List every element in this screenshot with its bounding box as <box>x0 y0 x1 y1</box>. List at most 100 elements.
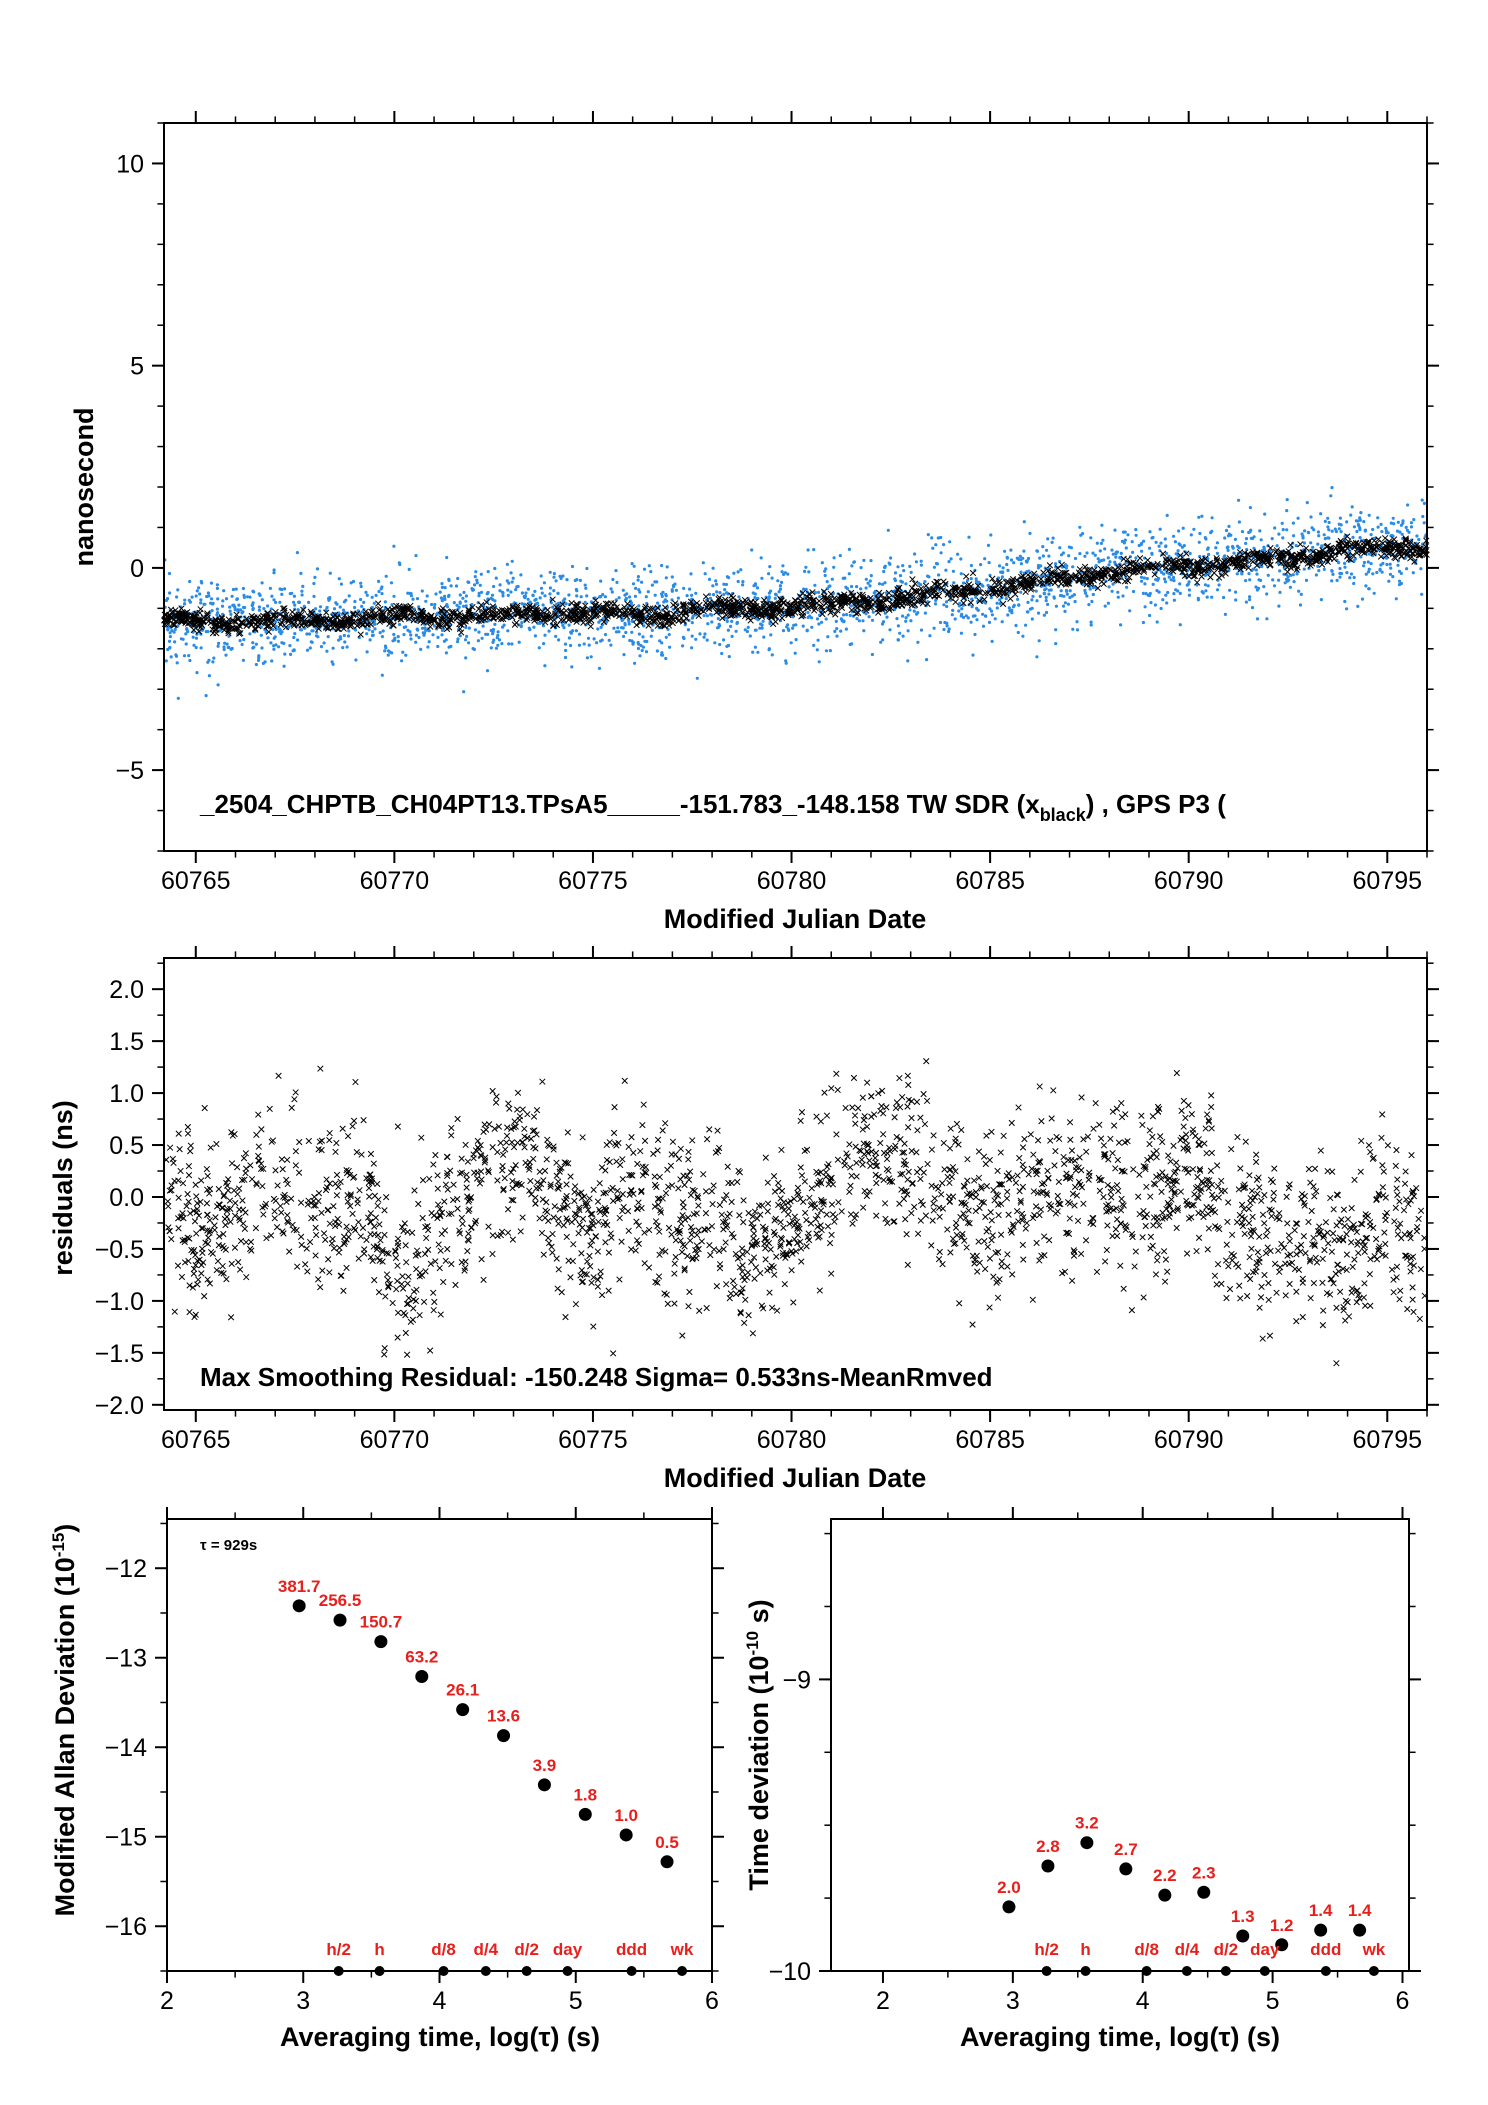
data-point <box>685 594 689 598</box>
data-point <box>1164 551 1169 556</box>
data-point <box>552 575 556 579</box>
data-point <box>1330 529 1334 533</box>
data-point <box>564 602 568 606</box>
data-point <box>292 635 296 640</box>
data-point <box>1392 522 1396 526</box>
data-point <box>1207 552 1211 557</box>
data-point <box>901 614 905 618</box>
data-point <box>587 643 591 647</box>
data-point <box>681 607 689 614</box>
data-point <box>1380 1168 1387 1175</box>
data-point <box>1214 546 1218 550</box>
data-point <box>424 599 428 603</box>
data-point <box>419 1177 427 1184</box>
data-point <box>1327 520 1331 525</box>
data-point <box>1244 537 1249 541</box>
data-point <box>308 646 312 650</box>
data-point <box>381 629 385 633</box>
data-point <box>969 569 977 577</box>
data-point <box>1066 1215 1073 1222</box>
data-point <box>734 629 738 633</box>
data-point <box>682 609 689 616</box>
data-point <box>332 607 337 611</box>
data-point <box>1217 583 1221 587</box>
data-point <box>812 643 816 648</box>
data-point <box>786 572 790 576</box>
data-point <box>252 626 259 633</box>
data-point <box>960 607 964 611</box>
data-point <box>548 592 552 596</box>
data-point <box>1400 1207 1408 1214</box>
data-point <box>359 581 363 585</box>
data-point <box>467 641 471 645</box>
data-point <box>1005 562 1009 567</box>
data-point <box>366 1193 373 1200</box>
data-point <box>693 608 700 615</box>
data-point <box>710 613 714 617</box>
data-point <box>1320 544 1324 548</box>
data-point <box>637 604 641 608</box>
data-point <box>1047 554 1051 558</box>
data-point <box>597 666 602 671</box>
data-point <box>1338 566 1342 571</box>
data-point <box>1310 1279 1318 1287</box>
data-point <box>1063 563 1068 567</box>
data-point <box>748 634 752 638</box>
data-point <box>351 579 356 584</box>
data-point <box>994 1294 1002 1301</box>
data-point <box>622 634 626 639</box>
data-point <box>1019 562 1024 566</box>
data-point <box>1178 623 1182 627</box>
data-point <box>671 1260 678 1267</box>
data-point <box>387 612 395 620</box>
data-point <box>548 570 552 574</box>
data-point <box>242 1165 250 1172</box>
data-point <box>375 600 382 607</box>
data-point <box>579 595 583 599</box>
data-point <box>166 647 170 652</box>
data-point <box>252 590 256 594</box>
data-point <box>838 554 842 558</box>
data-point <box>1103 604 1107 608</box>
data-point <box>410 609 417 616</box>
data-point <box>1317 534 1321 538</box>
data-point <box>1017 603 1021 607</box>
data-point <box>314 607 318 611</box>
data-point <box>999 584 1006 591</box>
data-point <box>664 656 668 661</box>
data-point <box>434 592 438 596</box>
data-point <box>477 591 481 595</box>
data-point <box>681 635 686 640</box>
data-point <box>1388 572 1392 576</box>
data-point <box>311 629 315 633</box>
data-point <box>649 570 653 574</box>
data-point <box>1352 525 1356 529</box>
data-point <box>380 673 384 677</box>
data-point <box>1232 551 1236 555</box>
data-point <box>862 558 866 563</box>
data-point <box>1273 526 1277 530</box>
data-point <box>569 643 573 648</box>
data-point <box>846 1141 853 1148</box>
data-point <box>1296 516 1300 520</box>
data-point <box>461 596 465 600</box>
data-point <box>806 610 810 615</box>
data-point <box>378 631 382 635</box>
data-point <box>794 623 798 627</box>
data-point <box>1358 518 1362 522</box>
data-point <box>440 585 444 590</box>
data-point <box>292 594 296 598</box>
data-point <box>1096 557 1100 561</box>
data-point <box>1134 533 1138 537</box>
data-point <box>852 560 856 564</box>
data-point <box>464 604 468 608</box>
data-point <box>359 1224 367 1231</box>
data-point <box>839 617 844 621</box>
data-point <box>624 596 629 601</box>
data-point <box>904 582 908 586</box>
data-point <box>703 572 707 576</box>
data-point <box>621 588 625 592</box>
data-point <box>570 564 575 569</box>
data-point <box>1044 595 1048 600</box>
data-point <box>1159 1138 1166 1146</box>
